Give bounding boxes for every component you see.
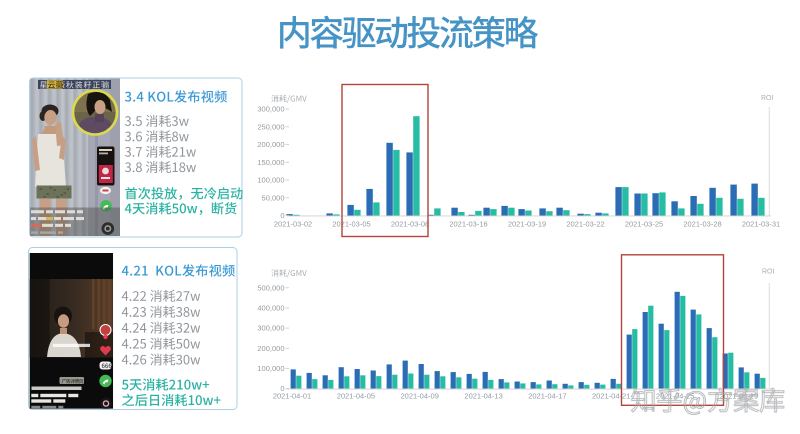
svg-text:50,000: 50,000 — [262, 193, 285, 202]
svg-text:200,000: 200,000 — [257, 344, 284, 353]
svg-text:100,000: 100,000 — [257, 176, 284, 185]
svg-text:2021-03-25: 2021-03-25 — [625, 220, 663, 229]
svg-text:500,000: 500,000 — [257, 283, 284, 292]
svg-text:2021-03-28: 2021-03-28 — [683, 220, 721, 229]
svg-text:300,000: 300,000 — [257, 105, 284, 114]
svg-text:ROI: ROI — [761, 95, 774, 102]
svg-text:2021-03-16: 2021-03-16 — [449, 220, 487, 229]
svg-text:2021-04-13: 2021-04-13 — [464, 392, 502, 401]
svg-text:2021-03-19: 2021-03-19 — [508, 220, 546, 229]
svg-text:2021-04-21: 2021-04-21 — [592, 392, 630, 401]
svg-text:150,000: 150,000 — [257, 158, 284, 167]
svg-text:2021-04-09: 2021-04-09 — [401, 392, 439, 401]
svg-text:400,000: 400,000 — [257, 304, 284, 313]
svg-text:2021-03-02: 2021-03-02 — [274, 220, 312, 229]
svg-text:ROI: ROI — [762, 269, 775, 276]
svg-text:2021-03-22: 2021-03-22 — [566, 220, 604, 229]
svg-text:200,000: 200,000 — [257, 140, 284, 149]
svg-text:2021-04-17: 2021-04-17 — [528, 392, 566, 401]
svg-text:100,000: 100,000 — [257, 364, 284, 373]
svg-text:2021-03-08: 2021-03-08 — [391, 220, 429, 229]
svg-text:2021-04-01: 2021-04-01 — [273, 392, 311, 401]
svg-text:2021-03-31: 2021-03-31 — [742, 220, 780, 229]
svg-text:300,000: 300,000 — [257, 324, 284, 333]
svg-text:250,000: 250,000 — [257, 122, 284, 131]
svg-text:2021-03-05: 2021-03-05 — [332, 220, 370, 229]
svg-text:0: 0 — [280, 384, 284, 393]
svg-text:2021-04-05: 2021-04-05 — [337, 392, 375, 401]
svg-text:0: 0 — [280, 211, 284, 220]
